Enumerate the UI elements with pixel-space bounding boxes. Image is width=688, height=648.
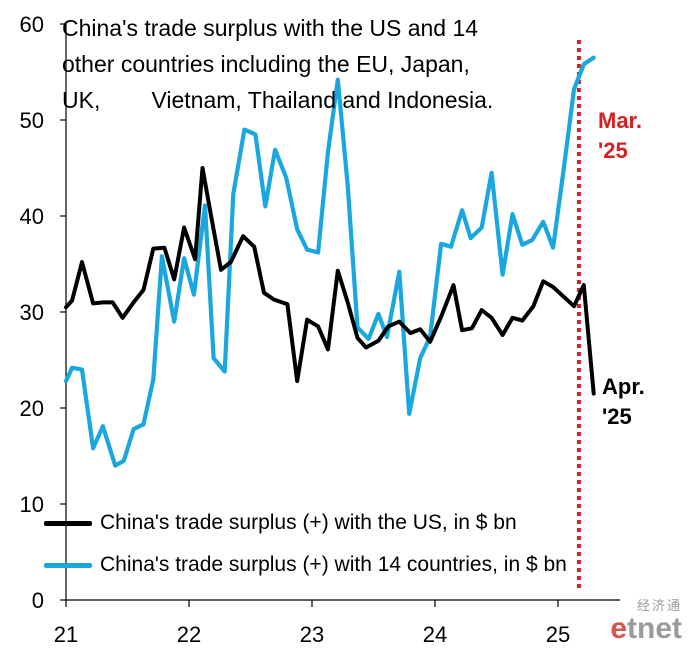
y-tick-label: 40: [20, 204, 44, 229]
chart-title: China's trade surplus with the US and 14…: [62, 10, 582, 118]
logo-chinese-text: 经济通: [636, 598, 682, 613]
legend-entry-us: China's trade surplus (+) with the US, i…: [44, 502, 567, 544]
legend-label-us: China's trade surplus (+) with the US, i…: [100, 511, 517, 534]
annotation-apr-25-line-2: '25: [602, 404, 632, 429]
y-tick-label: 20: [20, 396, 44, 421]
annotation-apr-25: Apr. '25: [602, 372, 645, 432]
x-tick-label: 23: [300, 622, 324, 647]
legend-swatch-14-countries: [44, 562, 92, 568]
x-tick-label: 25: [546, 622, 570, 647]
y-tick-label: 0: [32, 588, 44, 613]
x-tick-label: 21: [54, 622, 78, 647]
annotation-mar-25: Mar. '25: [598, 106, 642, 166]
y-tick-label: 60: [20, 12, 44, 37]
annotation-apr-25-line-1: Apr.: [602, 374, 645, 399]
legend-entry-14-countries: China's trade surplus (+) with 14 countr…: [44, 544, 567, 586]
series-line-14-countries: [63, 55, 596, 468]
chart-title-line-3: UK, Vietnam, Thailand and Indonesia.: [62, 87, 494, 113]
logo-e: e: [610, 612, 627, 645]
legend-label-14-countries: China's trade surplus (+) with 14 countr…: [100, 553, 567, 576]
y-tick-label: 10: [20, 492, 44, 517]
logo-tnet: tnet: [627, 612, 682, 645]
annotation-mar-25-line-2: '25: [598, 138, 628, 163]
annotation-mar-25-line-1: Mar.: [598, 108, 643, 133]
chart-title-line-1: China's trade surplus with the US and 14: [62, 15, 479, 41]
chart-legend: China's trade surplus (+) with the US, i…: [44, 502, 567, 586]
series-line-us: [64, 166, 596, 396]
etnet-logo: 经济通 etnet: [610, 595, 682, 644]
y-tick-label: 30: [20, 300, 44, 325]
legend-swatch-us: [44, 520, 92, 526]
x-tick-label: 24: [423, 622, 447, 647]
logo-english-text: etnet: [610, 614, 682, 644]
x-tick-label: 22: [177, 622, 201, 647]
chart-title-line-2: other countries including the EU, Japan,: [62, 51, 470, 77]
y-tick-label: 50: [20, 108, 44, 133]
